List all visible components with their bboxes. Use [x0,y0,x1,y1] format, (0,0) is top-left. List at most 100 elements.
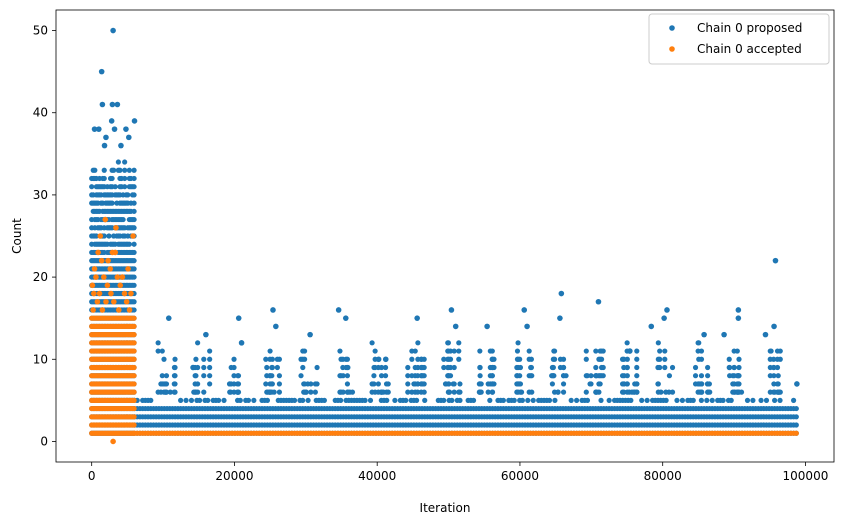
y-axis-label: Count [10,218,24,254]
data-point [131,266,137,272]
data-point [555,389,561,395]
data-point [726,356,732,362]
data-point [517,364,524,371]
data-point [155,340,161,346]
data-point [707,389,713,395]
data-point [730,389,736,395]
data-point [172,356,178,362]
data-point [131,118,138,124]
data-point [763,397,770,403]
data-point [421,373,427,379]
data-point [405,389,411,395]
data-point [514,364,520,371]
data-point [385,381,391,387]
data-point [221,397,227,403]
data-point [183,397,189,403]
data-point [549,381,556,387]
data-point [238,340,245,346]
data-point [631,389,637,395]
data-point [308,381,314,387]
data-point [485,381,491,387]
data-point [131,332,137,338]
data-point [775,389,782,395]
data-point [131,225,137,231]
data-point [560,364,567,371]
data-point [205,397,211,403]
data-point [706,381,712,387]
data-point [93,274,99,280]
data-point [301,389,308,395]
data-point [530,397,536,403]
data-point [639,397,645,403]
data-point [103,134,109,141]
data-point [263,356,269,362]
data-point [478,381,484,387]
data-point [456,356,462,362]
data-point [557,315,563,321]
data-point [526,348,532,354]
data-point [452,323,459,330]
data-point [511,397,517,403]
data-point [378,364,385,371]
data-point [98,257,105,264]
data-point [131,299,137,305]
data-point [101,274,107,280]
data-point [422,397,428,403]
data-point [340,364,346,371]
data-point [264,397,271,403]
data-point [191,389,197,395]
data-point [201,364,207,371]
data-point [767,389,773,395]
data-point [634,364,640,371]
data-point [308,389,314,395]
data-point [445,364,451,371]
data-point [112,184,118,190]
legend-marker-proposed [669,25,675,31]
data-point [337,389,343,395]
data-point [692,364,699,371]
data-point [731,373,737,379]
data-point [655,364,661,371]
data-point [560,389,567,395]
data-point [405,364,411,371]
data-point [104,282,111,289]
data-point [441,364,447,371]
data-point [767,356,773,362]
data-point [312,389,318,395]
data-point [131,258,137,264]
data-point [551,348,557,354]
data-point [109,101,116,108]
data-point [775,373,781,379]
data-point [619,381,626,387]
data-point [446,356,452,362]
y-tick-label: 20 [33,270,48,284]
data-point [167,389,173,395]
data-point [263,381,269,387]
data-point [409,356,415,362]
data-point [662,364,668,371]
data-point [456,340,462,346]
data-point [372,389,378,395]
data-point [744,397,751,403]
data-point [445,340,451,346]
data-point [115,159,121,165]
data-point [120,216,126,223]
plot-frame [55,9,835,463]
data-point [97,233,104,239]
data-point [131,323,137,329]
data-point [560,373,567,379]
data-point [92,167,98,173]
x-tick-label: 80000 [644,469,682,483]
data-point [131,175,137,182]
data-point [709,397,715,403]
data-point [344,356,351,362]
data-point [131,192,137,198]
data-point [335,307,342,313]
data-point [207,348,213,354]
data-point [384,397,390,403]
y-tick-label: 0 [40,434,48,448]
data-point [99,307,106,313]
data-point [301,356,308,362]
data-point [91,290,97,297]
